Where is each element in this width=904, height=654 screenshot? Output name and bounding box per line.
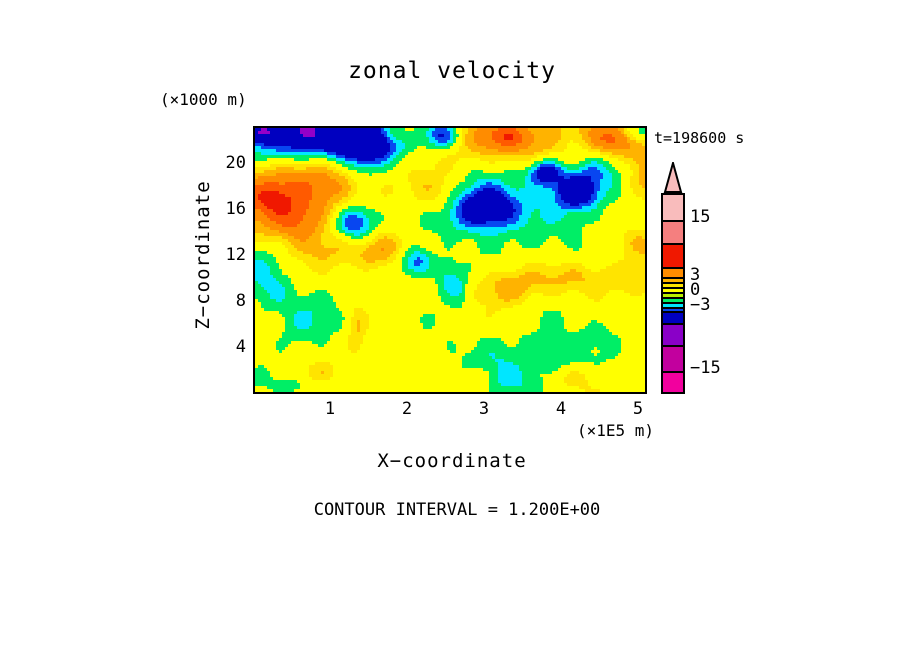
x-tick-4: 4 <box>555 399 567 419</box>
page-title: zonal velocity <box>348 58 556 84</box>
x-axis-units-label: (×1E5 m) <box>576 421 654 440</box>
x-axis-title: X−coordinate <box>377 450 527 472</box>
colorbar <box>661 193 685 394</box>
colorbar-segment <box>663 220 683 243</box>
colorbar-segment <box>663 267 683 277</box>
colorbar-segment <box>663 277 683 282</box>
z-tick-16: 16 <box>225 199 246 219</box>
colorbar-tick-label: 15 <box>690 207 711 227</box>
velocity-field-canvas <box>255 128 645 392</box>
colorbar-segment <box>663 302 683 307</box>
plot-area <box>253 126 647 394</box>
colorbar-arrow-icon <box>663 162 683 193</box>
z-axis-units-label: (×1000 m) <box>160 90 247 109</box>
colorbar-tick-label: 3 <box>690 265 701 285</box>
colorbar-segment <box>663 287 683 292</box>
colorbar-segment <box>663 243 683 267</box>
colorbar-segment <box>663 282 683 287</box>
colorbar-segment <box>663 297 683 302</box>
z-tick-20: 20 <box>225 153 246 173</box>
z-tick-4: 4 <box>235 337 246 357</box>
colorbar-segment <box>663 323 683 345</box>
timestamp-label: t=198600 s <box>654 129 745 147</box>
z-tick-8: 8 <box>235 291 246 311</box>
colorbar-tick-label: −15 <box>690 358 721 378</box>
contour-interval-label: CONTOUR INTERVAL = 1.200E+00 <box>313 500 601 520</box>
colorbar-segment <box>663 311 683 323</box>
colorbar-segment <box>663 371 683 392</box>
colorbar-tick-label: −3 <box>690 295 711 315</box>
x-tick-3: 3 <box>478 399 490 419</box>
x-tick-1: 1 <box>324 399 336 419</box>
x-tick-5: 5 <box>632 399 644 419</box>
z-tick-12: 12 <box>225 245 246 265</box>
colorbar-segment <box>663 195 683 220</box>
colorbar-segment <box>663 307 683 311</box>
colorbar-segment <box>663 345 683 371</box>
x-tick-2: 2 <box>401 399 413 419</box>
colorbar-tick-label: 0 <box>690 280 701 300</box>
colorbar-segment <box>663 292 683 297</box>
